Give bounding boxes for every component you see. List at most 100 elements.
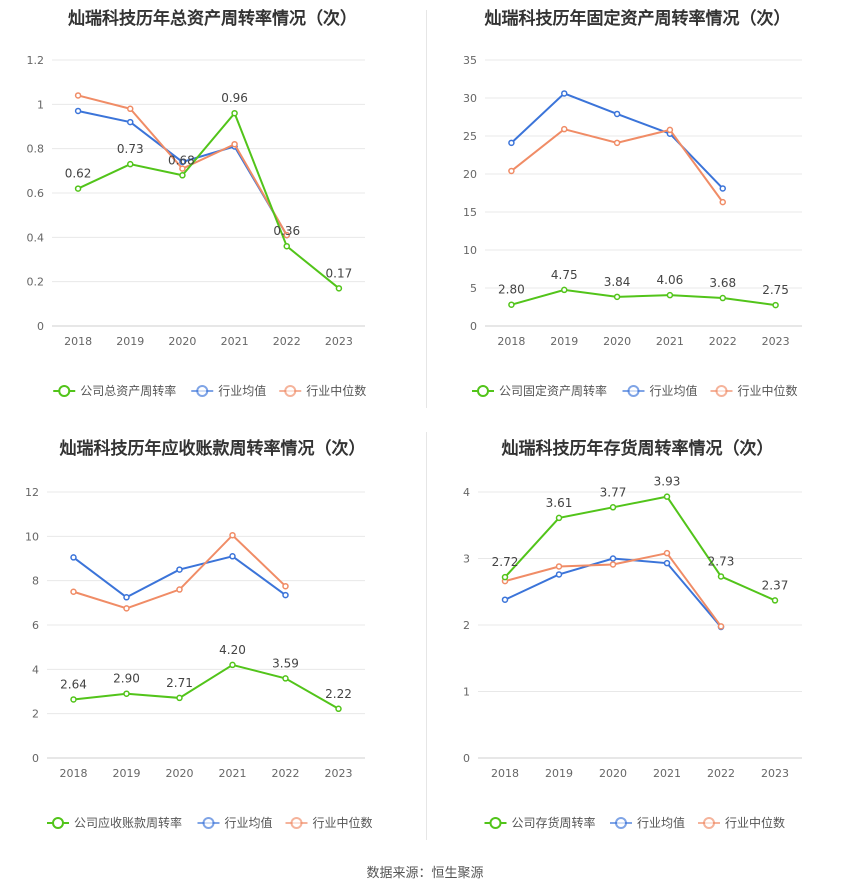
series-line	[77, 111, 340, 290]
legend-marker	[627, 385, 640, 397]
data-point	[501, 596, 509, 603]
legend-marker	[489, 817, 502, 829]
legend-item: 行业中位数	[710, 383, 798, 398]
data-label: 2.22	[325, 687, 352, 701]
legend-label: 行业均值	[225, 815, 273, 830]
x-tick-label: 2019	[116, 335, 144, 348]
data-label: 0.36	[273, 224, 300, 238]
y-tick-label: 0.4	[27, 231, 45, 244]
data-point	[508, 139, 515, 147]
data-label: 2.73	[708, 554, 735, 568]
legend-item: 公司应收账款周转率	[47, 815, 182, 830]
data-point	[123, 605, 130, 612]
legend-item: 行业中位数	[279, 383, 366, 398]
y-tick-label: 12	[25, 486, 39, 499]
x-tick-label: 2022	[709, 335, 737, 348]
y-tick-label: 2	[32, 708, 39, 721]
legend-label: 行业均值	[650, 383, 698, 398]
data-label: 3.77	[600, 485, 627, 499]
legend-marker	[284, 385, 297, 397]
data-label: 3.61	[546, 496, 573, 510]
data-label: 0.17	[326, 266, 353, 280]
legend-marker	[196, 385, 209, 397]
x-tick-label: 2021	[656, 335, 684, 348]
data-point	[719, 294, 726, 302]
legend-label: 行业均值	[637, 815, 685, 830]
y-tick-label: 6	[32, 619, 39, 632]
legend-marker	[703, 817, 715, 829]
y-tick-label: 2	[463, 619, 470, 632]
data-label: 4.20	[219, 643, 246, 657]
legend-item: 公司存货周转率	[484, 815, 596, 830]
y-tick-label: 0	[37, 320, 44, 333]
legend-marker	[202, 817, 215, 829]
data-point	[335, 705, 342, 713]
chart-svg: 0 1 2 3 4 2018 2019 2020 2021 2022 2023 2.72 3.61 3.7…	[463, 475, 802, 830]
x-tick-label: 2019	[545, 767, 573, 780]
data-point	[663, 559, 671, 567]
y-tick-label: 1	[37, 98, 44, 111]
data-point	[613, 110, 621, 118]
data-point	[70, 696, 77, 703]
data-point	[555, 563, 563, 570]
data-point	[555, 514, 563, 522]
x-tick-label: 2021	[219, 767, 247, 780]
y-tick-label: 20	[463, 168, 477, 181]
chart-panel-inventory-turnover: 灿瑞科技历年存货周转率情况（次） 0 1 2 3 4 2018 2019 2020 2021 20…	[425, 432, 850, 857]
data-point	[282, 591, 289, 599]
data-point	[561, 286, 568, 294]
x-tick-label: 2018	[60, 767, 88, 780]
y-tick-label: 4	[463, 486, 470, 499]
y-tick-label: 0	[470, 320, 477, 333]
data-point	[229, 661, 236, 669]
y-tick-label: 25	[463, 130, 477, 143]
legend-label: 公司固定资产周转率	[499, 383, 607, 398]
y-tick-label: 0	[32, 752, 39, 765]
data-label: 3.68	[709, 276, 736, 290]
data-label: 4.06	[657, 273, 684, 287]
data-point	[70, 554, 77, 561]
chart-title: 灿瑞科技历年总资产周转率情况（次）	[68, 9, 357, 29]
data-point	[663, 549, 671, 557]
data-point	[719, 198, 726, 206]
legend-label: 行业中位数	[306, 383, 366, 398]
data-label: 0.62	[65, 167, 92, 181]
data-point	[70, 588, 77, 595]
legend-item: 行业均值	[197, 815, 273, 830]
x-tick-label: 2023	[761, 767, 789, 780]
data-label: 2.71	[166, 676, 193, 690]
y-tick-label: 1	[463, 686, 470, 699]
series-line	[504, 495, 776, 602]
data-point	[123, 690, 130, 697]
data-point	[74, 185, 82, 192]
data-label: 2.75	[762, 283, 789, 297]
y-tick-label: 0.8	[27, 143, 45, 156]
x-tick-label: 2020	[166, 767, 194, 780]
data-point	[231, 109, 238, 117]
x-tick-label: 2018	[64, 335, 92, 348]
y-tick-label: 1.2	[27, 54, 45, 67]
chart-panel-total-asset-turnover: 灿瑞科技历年总资产周转率情况（次） 0 0.2 0.4 0.6 0.8 1 1.2 2018 2…	[0, 0, 425, 425]
x-tick-label: 2021	[653, 767, 681, 780]
data-point	[283, 242, 290, 250]
chart-title: 灿瑞科技历年存货周转率情况（次）	[501, 439, 774, 459]
data-point	[127, 160, 134, 168]
data-point	[127, 105, 134, 113]
chart-title: 灿瑞科技历年固定资产周转率情况（次）	[484, 9, 791, 29]
legend-marker	[477, 385, 489, 397]
data-point	[609, 555, 617, 562]
data-point	[666, 126, 674, 134]
data-point	[508, 301, 515, 308]
data-point	[176, 586, 183, 593]
panel-divider-bottom	[426, 432, 427, 840]
chart-panel-fixed-asset-turnover: 灿瑞科技历年固定资产周转率情况（次） 0 5 10 15 20 25 30 35 2018 201…	[425, 0, 850, 425]
legend-item: 行业中位数	[698, 815, 785, 830]
data-point	[771, 597, 779, 604]
data-point	[717, 623, 725, 630]
data-point	[555, 571, 563, 578]
data-point	[335, 285, 343, 292]
data-point	[772, 301, 779, 309]
data-point	[283, 231, 290, 239]
x-tick-label: 2023	[325, 767, 353, 780]
data-point	[179, 172, 186, 179]
